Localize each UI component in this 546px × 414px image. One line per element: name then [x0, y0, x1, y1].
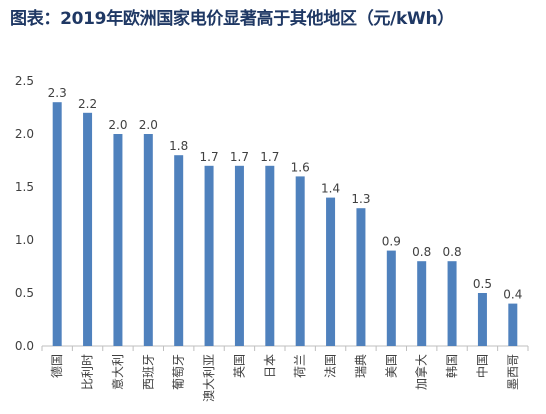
x-tick-label: 英国: [232, 354, 246, 378]
data-label: 1.3: [351, 192, 370, 206]
bar: [174, 155, 184, 346]
y-tick-label: 2.0: [15, 127, 34, 141]
bar: [356, 208, 366, 346]
x-tick-label: 西班牙: [141, 354, 155, 390]
y-tick-label: 0.0: [15, 339, 34, 353]
data-label: 1.7: [260, 150, 279, 164]
bar: [508, 303, 518, 346]
data-label: 1.4: [321, 182, 340, 196]
bar: [83, 112, 93, 346]
data-label: 1.8: [169, 139, 188, 153]
x-tick-label: 日本: [263, 354, 277, 378]
bar: [52, 102, 62, 346]
bar: [113, 134, 123, 346]
x-tick-label: 法国: [324, 354, 338, 378]
y-tick-label: 1.0: [15, 233, 34, 247]
x-tick-label: 荷兰: [293, 354, 307, 378]
data-label: 1.7: [230, 150, 249, 164]
x-tick-label: 葡萄牙: [172, 354, 186, 390]
y-tick-label: 0.5: [15, 286, 34, 300]
x-tick-label: 比利时: [81, 354, 95, 390]
data-label: 2.2: [78, 97, 97, 111]
bar: [477, 293, 487, 346]
y-tick-label: 2.5: [15, 74, 34, 88]
x-tick-label: 澳大利亚: [202, 354, 216, 402]
x-tick-label: 中国: [474, 354, 489, 378]
bar: [265, 165, 275, 346]
bar: [447, 261, 457, 346]
data-label: 1.7: [200, 150, 219, 164]
bar: [204, 165, 214, 346]
data-label: 2.0: [108, 118, 127, 132]
y-tick-label: 1.5: [15, 180, 34, 194]
data-label: 0.4: [503, 288, 522, 302]
data-label: 2.3: [48, 86, 67, 100]
x-tick-label: 加拿大: [414, 354, 429, 390]
data-label: 0.9: [382, 235, 401, 249]
bar: [326, 197, 336, 346]
x-tick-label: 韩国: [444, 354, 459, 378]
data-label: 0.8: [412, 245, 431, 259]
bar: [295, 176, 305, 346]
x-tick-label: 美国: [384, 354, 398, 378]
x-tick-label: 墨西哥: [506, 354, 520, 390]
x-tick-label: 意大利: [110, 354, 125, 390]
bar: [143, 134, 153, 346]
x-tick-label: 德国: [49, 354, 64, 378]
x-tick-label: 瑞典: [354, 354, 368, 378]
data-label: 2.0: [139, 118, 158, 132]
bar: [234, 165, 244, 346]
data-label: 0.8: [443, 245, 462, 259]
chart-title: 图表：2019年欧洲国家电价显著高于其他地区（元/kWh）: [10, 9, 454, 29]
data-label: 0.5: [473, 277, 492, 291]
bar: [417, 261, 427, 346]
bar: [386, 250, 396, 346]
data-label: 1.6: [291, 160, 310, 174]
